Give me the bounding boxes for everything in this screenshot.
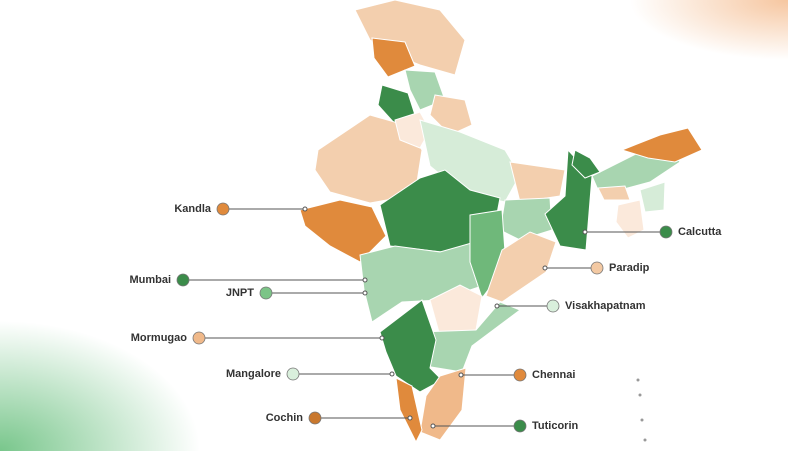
port-dot bbox=[513, 419, 527, 433]
port-dot bbox=[286, 367, 300, 381]
port-dot bbox=[659, 225, 673, 239]
port-anchor bbox=[362, 290, 368, 296]
port-label: Paradip bbox=[609, 262, 650, 274]
port-dot bbox=[259, 286, 273, 300]
port-label: Visakhapatnam bbox=[565, 300, 646, 312]
india-map bbox=[299, 0, 703, 444]
port-dot bbox=[590, 261, 604, 275]
port-anchor bbox=[389, 371, 395, 377]
port-label: Calcutta bbox=[678, 226, 722, 238]
port-dot bbox=[513, 368, 527, 382]
port-dot bbox=[216, 202, 230, 216]
port-label: Mangalore bbox=[226, 368, 281, 380]
port-label: Cochin bbox=[266, 412, 304, 424]
port-label: JNPT bbox=[226, 287, 254, 299]
port-label: Kandla bbox=[174, 203, 212, 215]
port-anchor bbox=[379, 335, 385, 341]
port-label: Tuticorin bbox=[532, 420, 579, 432]
port-anchor bbox=[582, 229, 588, 235]
port-dot bbox=[192, 331, 206, 345]
port-label: Mumbai bbox=[129, 274, 171, 286]
port-dot bbox=[546, 299, 560, 313]
port-anchor bbox=[458, 372, 464, 378]
port-dot bbox=[308, 411, 322, 425]
corner-glow bbox=[0, 321, 200, 451]
port-anchor bbox=[302, 206, 308, 212]
port-label: Mormugao bbox=[131, 332, 188, 344]
port-label: Chennai bbox=[532, 369, 575, 381]
port-dot bbox=[176, 273, 190, 287]
port-anchor bbox=[494, 303, 500, 309]
port-anchor bbox=[362, 277, 368, 283]
port-anchor bbox=[407, 415, 413, 421]
port-anchor bbox=[430, 423, 436, 429]
port-anchor bbox=[542, 265, 548, 271]
islands bbox=[636, 378, 647, 442]
corner-glow bbox=[630, 0, 788, 60]
